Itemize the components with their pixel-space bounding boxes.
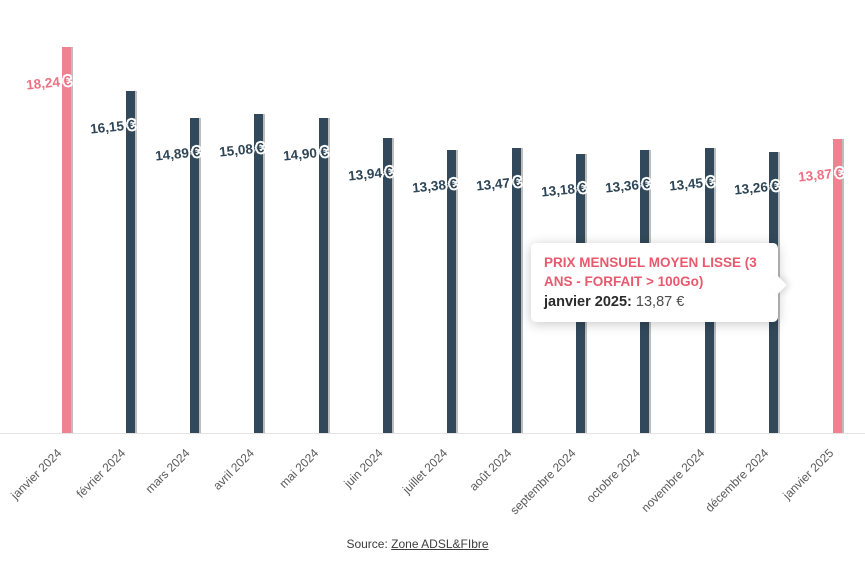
source-line: Source: Zone ADSL&FIbre [0,537,835,551]
tooltip-category-label: janvier 2025: [544,293,632,310]
bar-février-2024[interactable] [125,91,135,433]
tooltip-value: 13,87 € [635,293,685,310]
tooltip: PRIX MENSUEL MOYEN LISSE (3 ANS - FORFAI… [531,243,787,323]
tooltip-value-line: janvier 2025: 13,87 € [544,293,765,313]
x-axis-label: janvier 2025 [779,446,836,503]
source-prefix: Source: [346,537,392,551]
x-axis-label: décembre 2024 [702,446,772,515]
x-axis-label: mars 2024 [142,446,193,496]
x-axis-label: août 2024 [466,446,515,494]
bar-mars-2024[interactable] [190,117,200,433]
x-axis-label: octobre 2024 [583,446,643,506]
bar-mai-2024[interactable] [318,117,328,433]
x-axis-label: novembre 2024 [638,446,708,515]
x-axis-label: juin 2024 [341,446,386,491]
bar-août-2024[interactable] [511,147,521,433]
tooltip-title: PRIX MENSUEL MOYEN LISSE (3 ANS - FORFAI… [544,255,757,289]
bar-janvier-2024[interactable] [61,47,71,433]
bar-juin-2024[interactable] [383,137,393,433]
bar-juillet-2024[interactable] [447,149,457,433]
bar-avril-2024[interactable] [254,113,264,433]
x-axis-label: janvier 2024 [7,446,64,503]
x-axis-label: mai 2024 [276,446,322,491]
x-axis-label: juillet 2024 [399,446,450,497]
x-axis-label: avril 2024 [210,446,257,493]
x-axis-label: février 2024 [73,446,129,501]
x-axis-label: septembre 2024 [507,446,579,518]
x-axis-line [0,433,865,434]
bar-janvier-2025[interactable] [833,139,843,433]
source-link[interactable]: Zone ADSL&FIbre [391,537,489,551]
